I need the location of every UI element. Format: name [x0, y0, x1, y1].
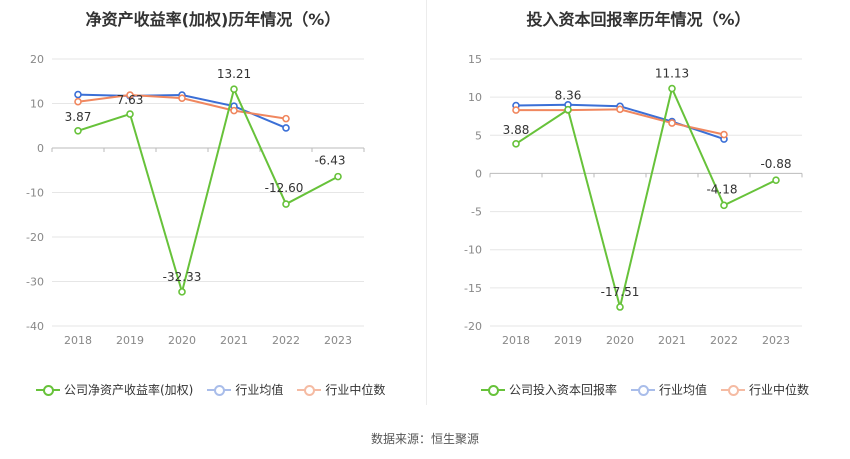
roe-chart-panel: 净资产收益率(加权)历年情况（%） 20 10 0 -10 -20 -30 -40 2018 2… [0, 0, 426, 420]
legend-marker-average-icon [207, 384, 232, 396]
y-tick-label: -20 [26, 231, 44, 244]
y-tick-label: -20 [464, 320, 482, 333]
data-point-industry-median [282, 114, 290, 123]
data-label: 3.87 [65, 110, 92, 124]
y-tick-label: -5 [471, 206, 482, 219]
y-tick-label: -10 [464, 244, 482, 257]
roe-chart-plot: 20 10 0 -10 -20 -30 -40 2018 2019 2020 2021 2022 202… [26, 53, 365, 347]
y-tick-label: 5 [475, 129, 482, 142]
roic-chart-title: 投入资本回报率历年情况（%） [526, 10, 751, 29]
legend-marker-median-icon [297, 384, 322, 396]
legend-label: 行业中位数 [749, 383, 810, 397]
data-label: 3.88 [503, 123, 530, 137]
legend-label: 行业均值 [235, 383, 284, 397]
data-label: 13.21 [217, 67, 251, 81]
data-source: 数据来源：恒生聚源 [370, 432, 479, 446]
y-tick-label: 0 [37, 142, 44, 155]
data-point-industry-median [178, 94, 186, 102]
roe-chart-title: 净资产收益率(加权)历年情况（%） [85, 10, 341, 29]
data-point-industry-average [282, 124, 290, 132]
data-point-company [668, 84, 676, 93]
data-point-company [720, 201, 728, 210]
data-point-industry-median [668, 119, 676, 127]
legend-item-company-roe[interactable]: 公司净资产收益率(加权) [36, 381, 193, 398]
legend-item-industry-median[interactable]: 行业中位数 [721, 381, 809, 398]
data-label: -12.60 [265, 181, 304, 195]
legend-label: 行业均值 [659, 383, 708, 397]
legend-item-industry-median[interactable]: 行业中位数 [297, 381, 385, 398]
x-tick-label: 2023 [762, 334, 790, 347]
panel-divider [426, 0, 427, 405]
y-tick-label: -40 [26, 320, 44, 333]
x-tick-label: 2019 [554, 334, 582, 347]
y-tick-label: -10 [26, 187, 44, 200]
x-tick-label: 2020 [606, 334, 634, 347]
y-tick-label: 15 [468, 53, 482, 66]
legend-item-company-roic[interactable]: 公司投入资本回报率 [481, 381, 617, 398]
roic-chart-plot: 15 10 5 0 -5 -10 -15 -20 2018 2019 2020 2021 2022 202… [464, 53, 803, 347]
legend-label: 行业中位数 [325, 383, 386, 397]
data-point-industry-median [230, 106, 238, 115]
data-point-industry-median [616, 105, 624, 114]
legend-marker-average-icon [631, 384, 656, 396]
data-point-company [74, 126, 82, 135]
data-point-company [512, 140, 520, 148]
series-line-company [77, 86, 339, 296]
y-tick-label: -30 [26, 276, 44, 289]
roic-chart-legend: 公司投入资本回报率 行业均值 行业中位数 [481, 381, 823, 398]
x-tick-label: 2018 [64, 334, 92, 347]
legend-label: 公司净资产收益率(加权) [64, 383, 194, 397]
y-tick-label: 20 [30, 53, 44, 66]
data-point-company [178, 288, 186, 296]
roe-chart-legend: 公司净资产收益率(加权) 行业均值 行业中位数 [36, 381, 399, 398]
x-tick-label: 2022 [710, 334, 738, 347]
data-label: 11.13 [655, 67, 689, 81]
x-tick-label: 2021 [220, 334, 248, 347]
data-point-company [334, 172, 342, 181]
data-label: -32.33 [163, 270, 202, 284]
x-tick-label: 2020 [168, 334, 196, 347]
y-tick-label: 10 [30, 98, 44, 111]
legend-marker-company-icon [36, 384, 60, 396]
y-tick-label: -15 [464, 282, 482, 295]
legend-marker-company-icon [481, 384, 505, 396]
legend-marker-median-icon [721, 384, 746, 396]
data-point-industry-median [720, 130, 728, 139]
data-point-company [772, 176, 780, 184]
data-label: -0.88 [760, 157, 791, 171]
data-label: -17.51 [601, 285, 640, 299]
data-point-industry-median [126, 91, 134, 99]
data-point-company [564, 105, 572, 114]
data-point-industry-median [512, 106, 520, 114]
x-tick-label: 2021 [658, 334, 686, 347]
data-label: 7.63 [117, 93, 144, 107]
data-label: -6.43 [314, 154, 345, 168]
data-label: 8.36 [555, 89, 582, 103]
x-tick-label: 2022 [272, 334, 300, 347]
y-tick-label: 10 [468, 91, 482, 104]
legend-item-industry-average[interactable]: 行业均值 [207, 381, 283, 398]
data-point-company [282, 200, 290, 208]
data-point-company [126, 110, 134, 118]
roic-chart-panel: 投入资本回报率历年情况（%） 15 10 5 0 -5 -10 -15 -20 2018 2019… [427, 0, 850, 420]
data-point-industry-average [74, 90, 82, 99]
x-tick-label: 2018 [502, 334, 530, 347]
legend-label: 公司投入资本回报率 [509, 383, 618, 397]
data-point-company [230, 85, 238, 94]
data-label: -4.18 [706, 182, 737, 196]
y-tick-label: 0 [475, 167, 482, 180]
series-line-company [515, 85, 777, 308]
x-tick-label: 2023 [324, 334, 352, 347]
x-tick-label: 2019 [116, 334, 144, 347]
legend-item-industry-average[interactable]: 行业均值 [631, 381, 707, 398]
data-point-industry-median [74, 97, 82, 106]
data-point-company [616, 303, 624, 311]
